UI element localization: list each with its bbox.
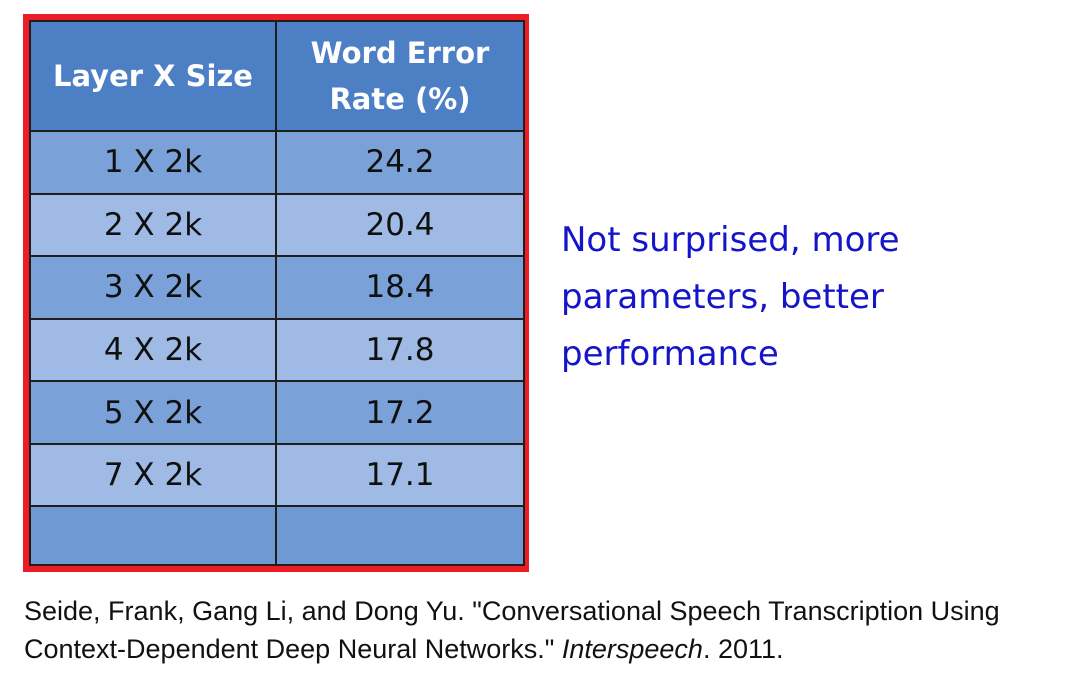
table-row-empty: [29, 505, 525, 566]
table-row: 5 X 2k 17.2: [29, 380, 525, 445]
cell-layer-size: 4 X 2k: [29, 317, 277, 383]
citation-authors-title: Seide, Frank, Gang Li, and Dong Yu. "Con…: [24, 596, 1000, 664]
citation-venue: Interspeech: [561, 634, 703, 664]
cell-word-error-rate: 18.4: [275, 255, 525, 320]
cell-layer-size: 7 X 2k: [29, 442, 277, 508]
cell-word-error-rate: 17.2: [275, 380, 525, 445]
cell-layer-size: 3 X 2k: [29, 255, 277, 320]
table-header-row: Layer X Size Word Error Rate (%): [29, 20, 525, 132]
annotation-note: Not surprised, more parameters, better p…: [561, 220, 900, 374]
cell-word-error-rate: 24.2: [275, 130, 525, 195]
cell-layer-size: [29, 505, 277, 566]
table-row: 7 X 2k 17.1: [29, 442, 525, 508]
table-row: 3 X 2k 18.4: [29, 255, 525, 320]
citation: Seide, Frank, Gang Li, and Dong Yu. "Con…: [24, 592, 1084, 668]
header-layer-size: Layer X Size: [29, 20, 277, 132]
table-row: 2 X 2k 20.4: [29, 192, 525, 258]
cell-word-error-rate: 17.8: [275, 317, 525, 383]
cell-layer-size: 5 X 2k: [29, 380, 277, 445]
header-word-error-rate: Word Error Rate (%): [275, 20, 525, 132]
word-error-rate-table: Layer X Size Word Error Rate (%) 1 X 2k …: [29, 20, 525, 566]
cell-layer-size: 2 X 2k: [29, 192, 277, 258]
table-row: 4 X 2k 17.8: [29, 317, 525, 383]
table-row: 1 X 2k 24.2: [29, 130, 525, 195]
cell-word-error-rate: [275, 505, 525, 566]
cell-word-error-rate: 17.1: [275, 442, 525, 508]
cell-word-error-rate: 20.4: [275, 192, 525, 258]
citation-year: . 2011.: [702, 634, 784, 664]
cell-layer-size: 1 X 2k: [29, 130, 277, 195]
highlighted-table-frame: Layer X Size Word Error Rate (%) 1 X 2k …: [23, 14, 529, 572]
